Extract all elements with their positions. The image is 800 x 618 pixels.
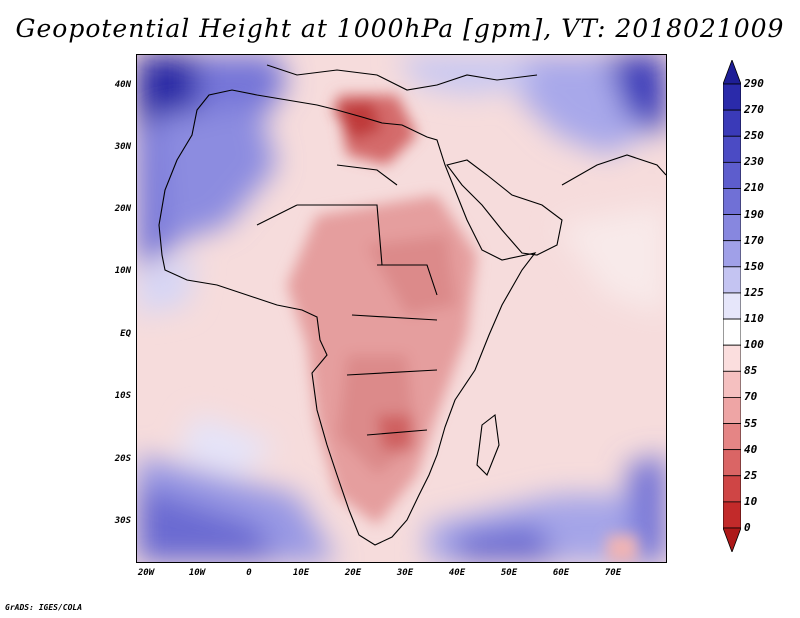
colorbar-swatch <box>723 161 741 189</box>
colorbar-swatch <box>723 344 741 372</box>
high-pressure-core-nw <box>137 55 197 125</box>
colorbar-swatch <box>723 83 741 111</box>
colorbar-label: 40 <box>744 442 758 456</box>
colorbar-label: 170 <box>744 233 764 247</box>
colorbar-label: 100 <box>744 338 764 352</box>
low-pressure-south-spot <box>607 535 637 562</box>
colorbar-swatch <box>723 475 741 503</box>
high-pressure-south-atlantic-core <box>137 485 277 562</box>
colorbar-label: 70 <box>744 390 758 404</box>
colorbar-swatch <box>723 292 741 320</box>
colorbar-label: 25 <box>744 468 758 482</box>
x-tick-label: 10E <box>292 568 310 578</box>
map-plot-area <box>136 54 667 563</box>
y-tick-label: 30S <box>114 516 131 526</box>
colorbar-label: 210 <box>744 181 764 195</box>
asia-coastline <box>561 154 666 186</box>
low-pressure-mediterranean-core <box>332 100 382 140</box>
neutral-field-arabian-sea <box>557 205 666 315</box>
x-tick-label: 30E <box>396 568 414 578</box>
colorbar-label: 270 <box>744 103 764 117</box>
colorbar-label: 150 <box>744 259 764 273</box>
y-tick-label: EQ <box>120 329 131 339</box>
colorbar-label: 125 <box>744 285 764 299</box>
coastlines <box>158 64 666 546</box>
colorbar-top-triangle <box>723 60 741 85</box>
light-high-west <box>137 255 197 315</box>
neutral-field-sw <box>177 415 277 475</box>
madagascar-coastline <box>476 413 500 476</box>
colorbar-swatch <box>723 109 741 137</box>
x-tick-label: 50E <box>500 568 518 578</box>
x-tick-label: 10W <box>188 568 206 578</box>
high-pressure-core-ne <box>607 55 666 135</box>
colorbar-swatch <box>723 214 741 242</box>
colorbar-swatch <box>723 188 741 215</box>
colorbar-label: 85 <box>744 364 758 378</box>
colorbar-swatch <box>723 135 741 163</box>
x-tick-label: 0 <box>246 568 252 578</box>
high-pressure-sahara-west <box>157 105 277 245</box>
country-borders <box>256 164 438 436</box>
colorbar-swatch <box>723 501 741 529</box>
y-tick-label: 20S <box>114 454 131 464</box>
colorbar-label: 0 <box>744 521 751 534</box>
colorbar-label: 55 <box>744 416 758 430</box>
colorbar-label: 110 <box>744 312 764 326</box>
y-tick-label: 30N <box>114 142 131 152</box>
colorbar-label: 290 <box>744 77 764 90</box>
africa-coastline <box>158 89 537 546</box>
colorbar-swatch <box>723 266 741 294</box>
y-tick-label: 40N <box>114 80 131 90</box>
x-tick-label: 20W <box>137 568 155 578</box>
low-pressure-sudan <box>367 235 457 315</box>
x-tick-label: 60E <box>552 568 570 578</box>
x-tick-label: 70E <box>604 568 622 578</box>
y-tick-label: 10S <box>114 391 131 401</box>
high-pressure-indian-core <box>457 525 557 562</box>
x-tick-label: 20E <box>344 568 362 578</box>
map-title: Geopotential Height at 1000hPa [gpm], VT… <box>15 14 785 43</box>
arabia-coastline <box>446 159 563 256</box>
colorbar-label: 10 <box>744 494 758 508</box>
colorbar-bottom-triangle <box>723 527 741 552</box>
colorbar-swatch <box>723 240 741 268</box>
credit-text: GrADS: IGES/COLA <box>5 603 83 612</box>
y-tick-label: 10N <box>114 266 131 276</box>
colorbar-swatch <box>723 318 741 346</box>
colorbar-label: 190 <box>744 207 764 221</box>
geopotential-height-field <box>137 55 666 562</box>
colorbar-swatch <box>723 370 741 398</box>
y-tick-label: 20N <box>114 204 131 214</box>
colorbar-swatch <box>723 397 741 424</box>
europe-coastline <box>266 64 538 91</box>
colorbar-label: 230 <box>744 155 764 169</box>
x-tick-label: 40E <box>448 568 466 578</box>
colorbar <box>723 60 741 552</box>
colorbar-swatch <box>723 449 741 477</box>
colorbar-label: 250 <box>744 129 764 143</box>
colorbar-swatch <box>723 423 741 451</box>
